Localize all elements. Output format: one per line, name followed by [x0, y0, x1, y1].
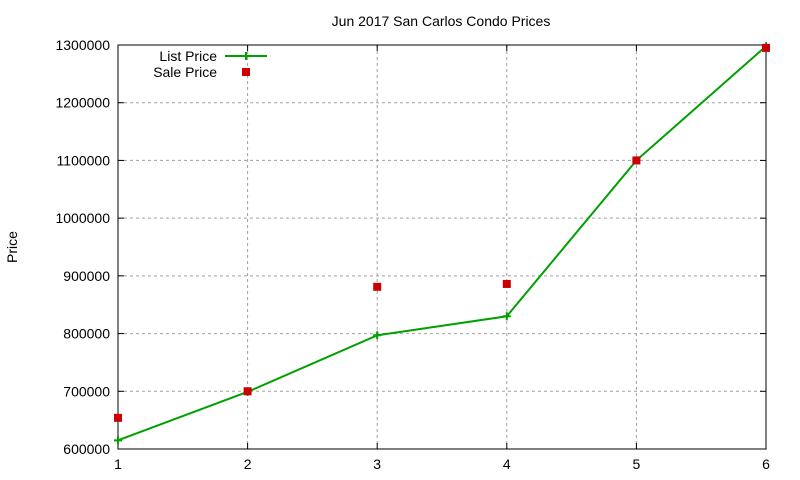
legend-label: Sale Price: [153, 64, 217, 80]
legend-marker: [242, 52, 250, 60]
chart-title: Jun 2017 San Carlos Condo Prices: [332, 13, 551, 29]
y-tick-label: 1000000: [55, 210, 110, 226]
y-tick-label: 1100000: [57, 152, 111, 168]
x-tick-label: 5: [633, 456, 641, 472]
plot-border: [117, 44, 767, 450]
y-tick-label: 800000: [63, 326, 110, 342]
data-point: [502, 279, 511, 288]
y-tick-label: 600000: [63, 441, 110, 457]
legend-marker: [242, 68, 250, 76]
x-tick-label: 2: [244, 456, 252, 472]
data-point: [762, 43, 770, 52]
data-point: [373, 331, 382, 340]
y-tick-label: 1200000: [55, 95, 110, 111]
series: [114, 42, 770, 445]
x-tick-label: 6: [762, 456, 770, 472]
series-sale-price: [114, 43, 770, 422]
data-point: [243, 387, 252, 396]
y-axis-label: Price: [4, 231, 20, 263]
x-tick-label: 1: [114, 456, 122, 472]
data-point: [632, 156, 641, 165]
y-tick-label: 900000: [63, 268, 110, 284]
x-tick-label: 4: [503, 456, 511, 472]
data-point: [114, 413, 122, 422]
x-tick-label: 3: [373, 456, 381, 472]
series-line: [117, 45, 767, 442]
y-tick-label: 1300000: [55, 37, 110, 53]
y-tick-label: 700000: [63, 383, 110, 399]
data-point: [373, 282, 382, 291]
grid: [118, 45, 766, 449]
legend-label: List Price: [159, 48, 217, 64]
data-point: [502, 312, 511, 321]
data-point: [114, 436, 122, 445]
